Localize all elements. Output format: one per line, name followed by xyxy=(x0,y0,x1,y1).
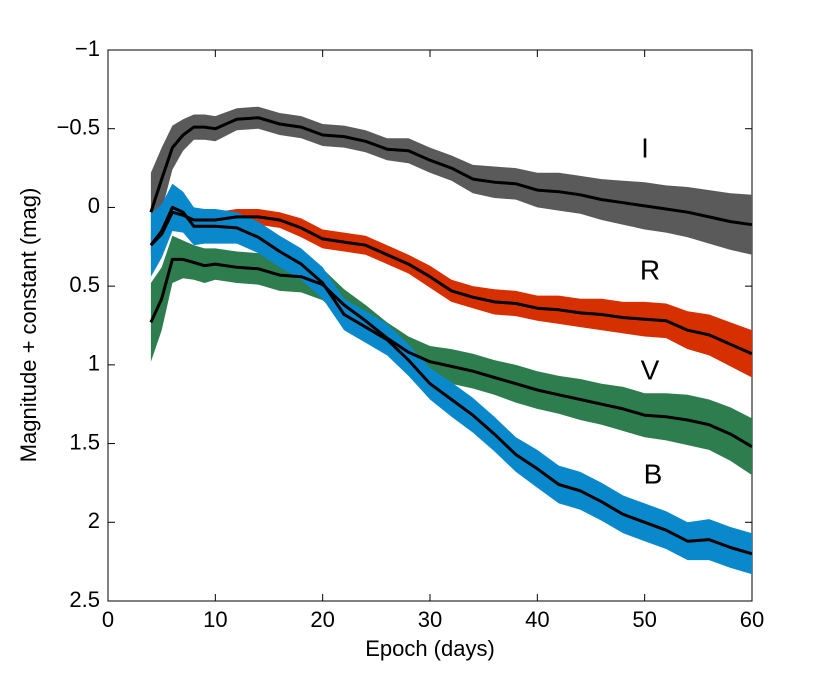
x-tick-label: 0 xyxy=(102,607,114,632)
x-tick-label: 30 xyxy=(418,607,442,632)
y-tick-label: −0.5 xyxy=(57,115,100,140)
series-label: V xyxy=(641,354,660,385)
series-label: B xyxy=(644,458,663,489)
mean-line xyxy=(149,257,753,448)
x-tick-label: 50 xyxy=(632,607,656,632)
error-band xyxy=(150,106,752,255)
error-band xyxy=(150,235,752,476)
x-tick-label: 60 xyxy=(740,607,764,632)
y-tick-label: 2 xyxy=(88,508,100,533)
series-label: I xyxy=(641,132,649,163)
y-tick-label: 0.5 xyxy=(69,272,100,297)
x-tick-label: 20 xyxy=(310,607,334,632)
mean-line xyxy=(149,210,753,356)
y-tick-label: 1.5 xyxy=(69,429,100,454)
y-tick-label: −1 xyxy=(75,36,100,61)
mean-line xyxy=(149,116,753,227)
series-label: R xyxy=(640,254,660,285)
y-tick-label: 1 xyxy=(88,351,100,376)
x-tick-label: 10 xyxy=(203,607,227,632)
y-axis-label: Magnitude + constant (mag) xyxy=(16,188,41,463)
y-tick-label: 2.5 xyxy=(69,587,100,612)
x-axis-label: Epoch (days) xyxy=(365,636,495,661)
x-tick-label: 40 xyxy=(525,607,549,632)
y-tick-label: 0 xyxy=(88,193,100,218)
mean-line xyxy=(149,205,753,556)
error-band xyxy=(150,183,752,575)
